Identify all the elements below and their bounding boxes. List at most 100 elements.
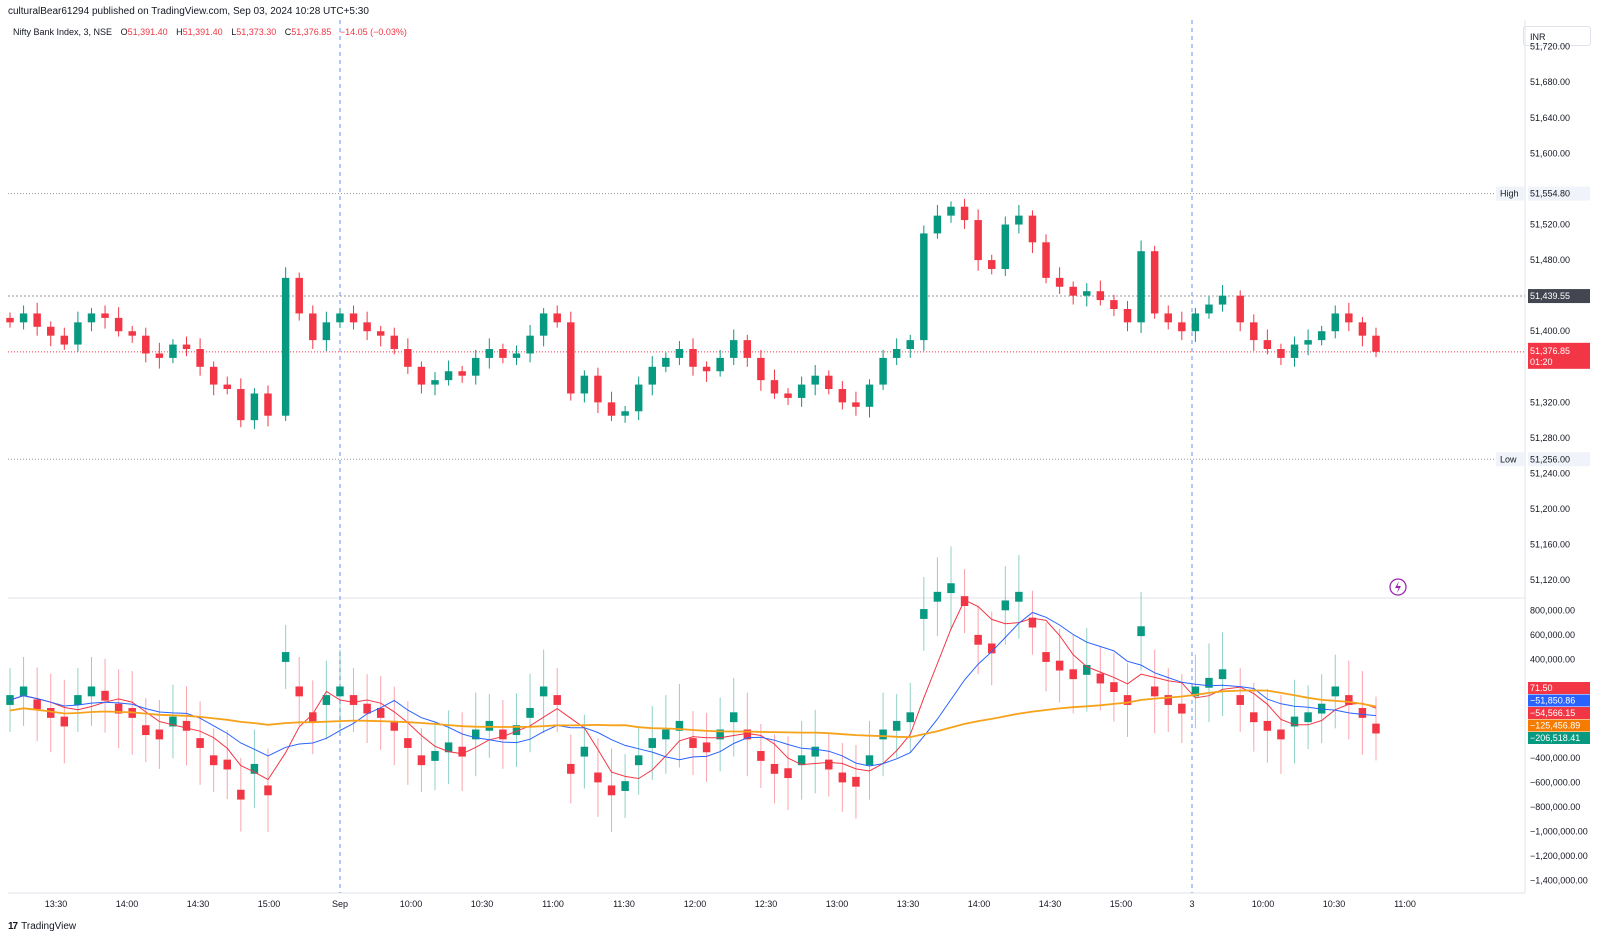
slow-signal-line — [9, 611, 1377, 767]
price-tick-label: 51,600.00 — [1530, 148, 1570, 158]
candle-body — [526, 335, 534, 354]
candle-body — [920, 233, 928, 341]
candle-body — [142, 335, 150, 354]
oscillator-candle — [6, 695, 14, 705]
oscillator-candle — [1250, 712, 1258, 723]
chart-canvas[interactable]: 51,720.00 51,680.00 51,640.00 51,600.00 51,5… — [0, 0, 1600, 920]
candle-body — [675, 349, 684, 358]
oscillator-candle — [264, 785, 272, 796]
candle — [376, 325, 385, 347]
price-tick-label: 51,720.00 — [1530, 42, 1570, 52]
candle — [974, 209, 982, 271]
oscillator-candle — [689, 738, 697, 748]
price-tick-label: 51,160.00 — [1530, 540, 1570, 550]
oscillator-badge-value: −206,518.41 — [1530, 733, 1580, 743]
reference-marker-value-bg — [1528, 289, 1590, 304]
candle-body — [1372, 335, 1380, 352]
candle — [155, 342, 164, 369]
candle — [621, 405, 629, 423]
oscillator-candle — [1205, 677, 1213, 688]
candle — [250, 388, 259, 430]
candle — [539, 308, 548, 347]
oscillator-tick-label: −400,000.00 — [1530, 753, 1580, 763]
candle — [363, 311, 371, 341]
time-tick-label: 11:00 — [1394, 899, 1416, 909]
oscillator-candle — [838, 772, 847, 783]
candle — [1110, 294, 1118, 317]
oscillator-candle — [567, 763, 575, 774]
oscillator-candle — [1110, 682, 1118, 693]
price-tick-label: 51,480.00 — [1530, 255, 1570, 265]
oscillator-candle — [499, 729, 507, 740]
candle — [648, 356, 656, 396]
time-tick-label: 14:30 — [187, 899, 210, 909]
time-tick-label: 14:00 — [968, 899, 991, 909]
candle-body — [1277, 349, 1285, 358]
candle — [444, 360, 453, 386]
currency-selector[interactable]: INR — [1523, 26, 1591, 46]
candle — [1178, 311, 1186, 341]
candle — [1290, 336, 1299, 367]
oscillator-candle — [142, 725, 150, 736]
candle — [1191, 308, 1200, 342]
high-value: 51,391.40 — [182, 27, 223, 37]
candle-body — [621, 411, 629, 416]
candle — [1164, 305, 1172, 330]
oscillator-candle — [987, 643, 996, 654]
candle — [906, 334, 914, 358]
low-marker-label-bg — [1496, 452, 1524, 467]
oscillator-badge-value: −125,456.89 — [1530, 721, 1580, 731]
candle — [101, 305, 109, 329]
candle — [1205, 296, 1213, 319]
candle — [1123, 300, 1132, 332]
candle-body — [1123, 309, 1132, 323]
alert-lightning-icon[interactable] — [1389, 578, 1407, 596]
oscillator-candle — [1277, 729, 1285, 740]
oscillator-candle — [594, 772, 602, 783]
candle-body — [155, 353, 164, 358]
oscillator-candle — [155, 729, 164, 740]
low-value: 51,373.30 — [236, 27, 277, 37]
oscillator-candle — [223, 759, 231, 770]
symbol-name[interactable]: Nifty Bank Index, 3, NSE — [13, 27, 113, 37]
candle-body — [1178, 322, 1186, 332]
oscillator-candle — [1015, 591, 1023, 602]
candle — [1150, 245, 1159, 319]
candle-body — [250, 393, 259, 421]
candle-body — [757, 357, 765, 381]
candle — [1001, 216, 1010, 277]
candle-body — [322, 322, 331, 341]
oscillator-candle — [376, 708, 385, 718]
candle-body — [101, 313, 109, 318]
candle — [336, 308, 344, 328]
candle — [1331, 305, 1339, 339]
candle — [485, 338, 494, 369]
time-tick-label: 10:00 — [400, 899, 423, 909]
oscillator-candle — [1123, 695, 1132, 705]
candle-body — [281, 277, 290, 416]
oscillator-tick-label: 400,000.00 — [1530, 654, 1575, 664]
candle-body — [811, 375, 819, 385]
candle — [1304, 329, 1312, 356]
candle-body — [376, 331, 385, 336]
oscillator-tick-label: −800,000.00 — [1530, 802, 1580, 812]
candle-body — [933, 215, 942, 234]
candle — [114, 307, 123, 337]
candle-body — [892, 349, 901, 358]
oscillator-candle — [458, 746, 466, 757]
candle-body — [702, 366, 711, 372]
high-marker-label: High — [1500, 189, 1519, 199]
candle-body — [363, 322, 371, 332]
candle-body — [594, 375, 602, 403]
oscillator-candle — [1191, 686, 1200, 697]
candle — [675, 341, 684, 366]
candle-body — [852, 402, 860, 407]
oscillator-candle — [60, 716, 69, 727]
time-tick-label: 11:30 — [613, 899, 635, 909]
oscillator-candle — [974, 634, 982, 645]
candle-body — [6, 317, 14, 323]
oscillator-candle — [250, 763, 259, 774]
tradingview-brand-text: TradingView — [21, 921, 77, 932]
oscillator-candle — [702, 742, 711, 753]
candle — [417, 361, 426, 394]
